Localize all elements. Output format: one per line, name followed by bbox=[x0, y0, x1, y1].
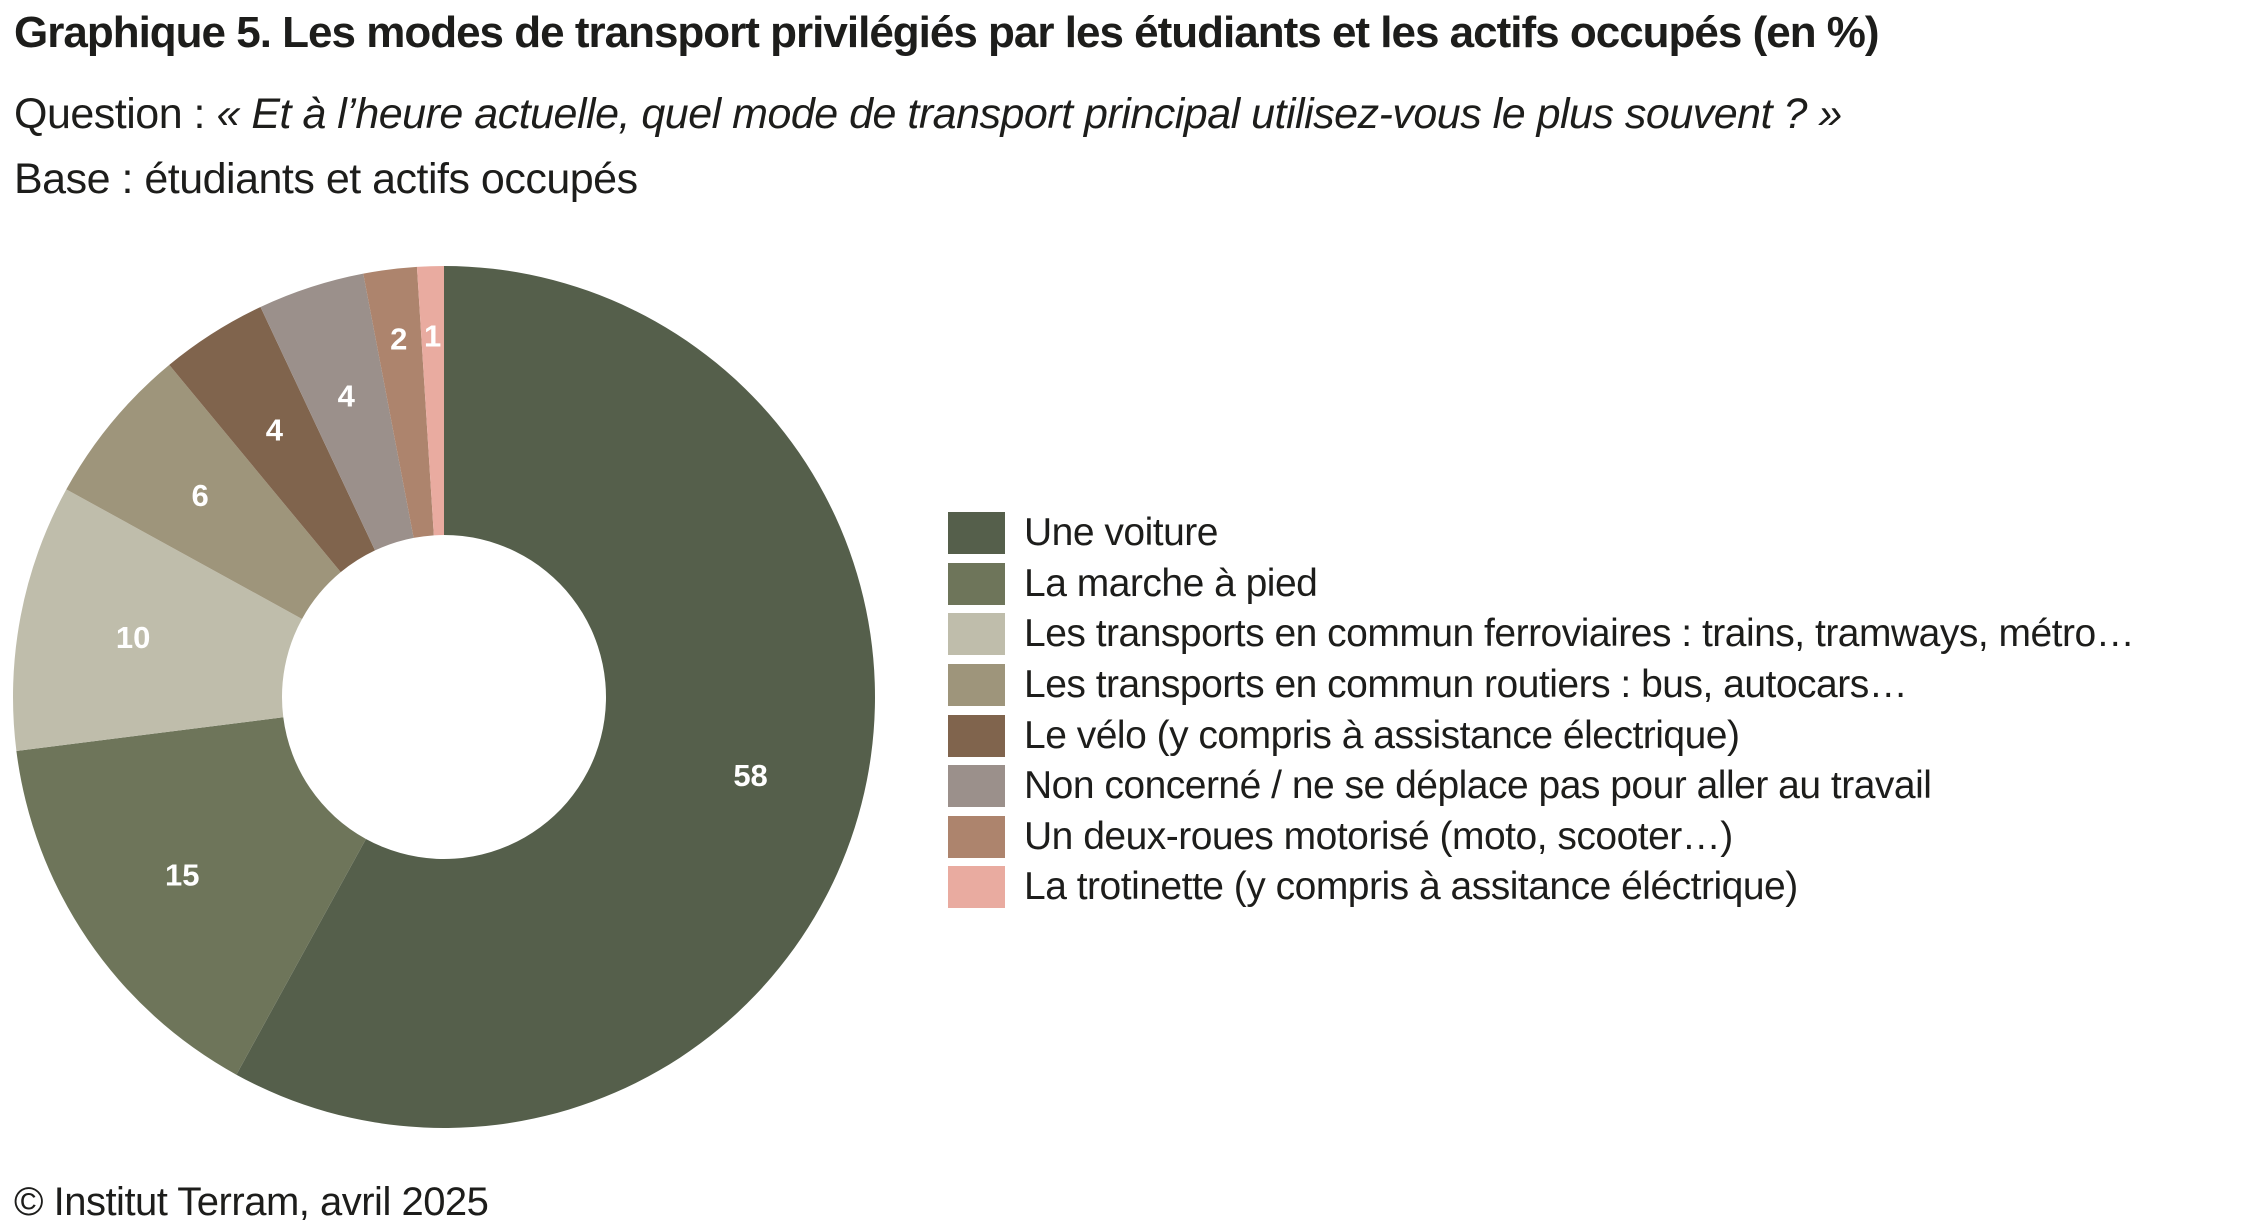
donut-slice bbox=[363, 266, 434, 538]
legend-swatch bbox=[948, 613, 1005, 656]
data-label: 6 bbox=[192, 478, 209, 513]
legend-swatch bbox=[948, 664, 1005, 707]
legend: Une voiture La marche à pied Les transport… bbox=[948, 508, 2135, 913]
donut-slice bbox=[260, 273, 414, 551]
chart-title: Graphique 5. Les modes de transport priv… bbox=[14, 8, 1880, 57]
legend-label: Les transports en commun ferroviaires : … bbox=[1024, 612, 2135, 656]
question-line: Question : « Et à l’heure actuelle, quel… bbox=[14, 90, 1842, 139]
donut-slice bbox=[169, 307, 376, 573]
legend-item: Les transports en commun ferroviaires : … bbox=[948, 609, 2135, 660]
data-label: 15 bbox=[165, 857, 199, 892]
legend-swatch bbox=[948, 765, 1005, 808]
legend-swatch bbox=[948, 512, 1005, 555]
legend-item: Une voiture bbox=[948, 508, 2134, 559]
donut-slice bbox=[236, 266, 876, 1129]
legend-item: Le vélo (y compris à assistance électriq… bbox=[948, 710, 2134, 761]
data-label: 10 bbox=[116, 620, 150, 655]
base-line: Base : étudiants et actifs occupés bbox=[14, 155, 638, 203]
legend-swatch bbox=[948, 815, 1005, 858]
legend-label: La trotinette (y compris à assitance élé… bbox=[1024, 865, 1798, 909]
question-prefix: Question : bbox=[14, 90, 217, 138]
legend-item: Non concerné / ne se déplace pas pour al… bbox=[948, 761, 2134, 812]
legend-label: La marche à pied bbox=[1024, 561, 1318, 605]
donut-slice bbox=[66, 364, 341, 619]
legend-item: Un deux-roues motorisé (moto, scooter…) bbox=[948, 812, 2134, 863]
legend-swatch bbox=[948, 866, 1005, 909]
donut-slice bbox=[16, 717, 366, 1075]
donut-slice bbox=[416, 266, 444, 536]
footer-credit: © Institut Terram, avril 2025 bbox=[14, 1180, 489, 1224]
legend-item: La trotinette (y compris à assitance élé… bbox=[948, 862, 2134, 913]
legend-label: Un deux-roues motorisé (moto, scooter…) bbox=[1024, 814, 1733, 858]
legend-swatch bbox=[948, 714, 1005, 757]
donut-slice bbox=[13, 489, 303, 752]
data-label: 1 bbox=[424, 319, 441, 354]
data-label: 2 bbox=[390, 321, 407, 356]
data-label: 4 bbox=[338, 378, 356, 413]
legend-item: La marche à pied bbox=[948, 559, 2134, 610]
question-text: « Et à l’heure actuelle, quel mode de tr… bbox=[216, 90, 1842, 138]
legend-label: Non concerné / ne se déplace pas pour al… bbox=[1024, 764, 1932, 808]
legend-label: Les transports en commun routiers : bus,… bbox=[1024, 663, 1908, 707]
legend-swatch bbox=[948, 562, 1005, 605]
legend-label: Une voiture bbox=[1024, 511, 1218, 555]
legend-label: Le vélo (y compris à assistance électriq… bbox=[1024, 713, 1740, 757]
data-label: 4 bbox=[266, 412, 284, 447]
data-label: 58 bbox=[733, 758, 767, 793]
legend-item: Les transports en commun routiers : bus,… bbox=[948, 660, 2134, 711]
